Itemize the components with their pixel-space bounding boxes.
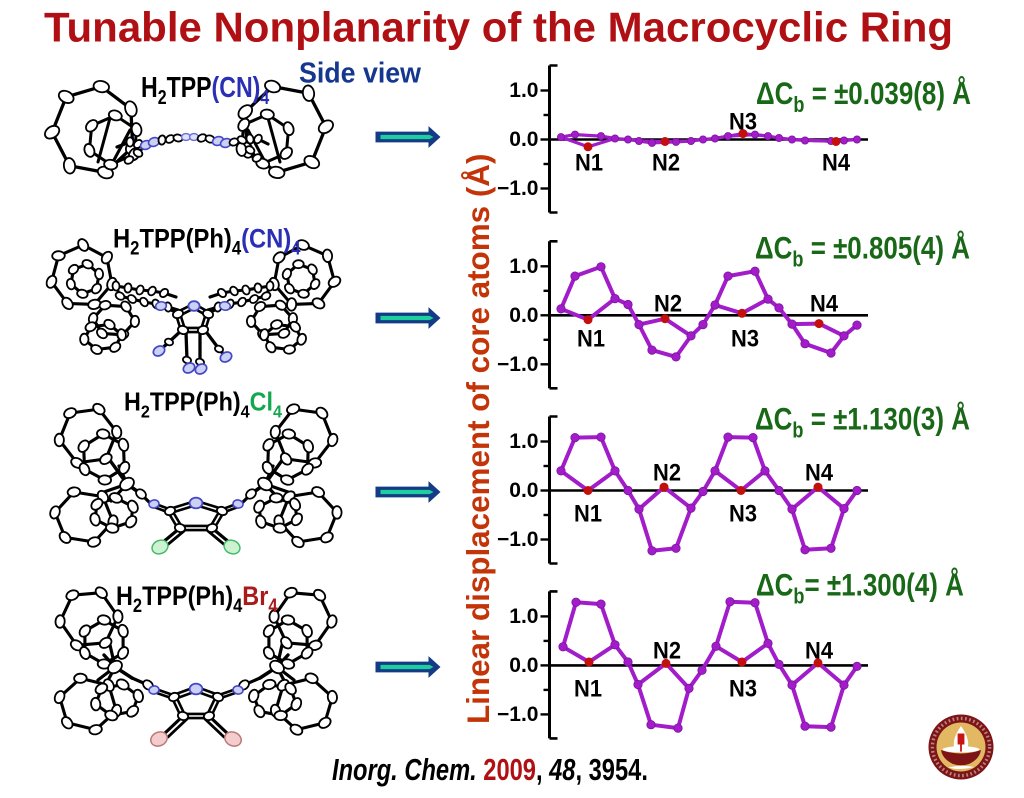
svg-text:0.0: 0.0 — [509, 479, 538, 502]
svg-text:−1.0: −1.0 — [497, 177, 538, 200]
svg-text:ΔCb = ±1.130(3) Å: ΔCb = ±1.130(3) Å — [755, 401, 970, 443]
svg-text:1.0: 1.0 — [509, 430, 538, 453]
svg-text:H2TPP(Ph)4Br4: H2TPP(Ph)4Br4 — [116, 582, 278, 617]
svg-text:N3: N3 — [731, 325, 759, 352]
svg-text:N3: N3 — [729, 675, 757, 702]
svg-text:H2TPP(CN)4: H2TPP(CN)4 — [141, 70, 269, 108]
svg-text:0.0: 0.0 — [509, 654, 538, 677]
svg-text:N3: N3 — [729, 501, 757, 528]
svg-text:N1: N1 — [577, 325, 605, 352]
svg-text:Side view: Side view — [299, 58, 421, 90]
svg-text:N2: N2 — [653, 637, 681, 664]
svg-text:N2: N2 — [652, 150, 680, 177]
svg-text:N1: N1 — [574, 501, 602, 528]
svg-text:ΔCb = ±0.805(4) Å: ΔCb = ±0.805(4) Å — [755, 230, 970, 272]
svg-text:N2: N2 — [653, 460, 681, 487]
svg-text:N3: N3 — [729, 109, 757, 136]
svg-text:1.0: 1.0 — [509, 79, 538, 102]
svg-text:N1: N1 — [575, 150, 603, 177]
svg-text:−1.0: −1.0 — [497, 703, 538, 726]
svg-text:0.0: 0.0 — [509, 128, 538, 151]
svg-text:1.0: 1.0 — [509, 605, 538, 628]
svg-text:Linear displacement of core at: Linear displacement of core atoms (Å) — [461, 154, 496, 724]
svg-text:Inorg. Chem. 2009, 48, 3954.: Inorg. Chem. 2009, 48, 3954. — [332, 752, 648, 787]
svg-text:N2: N2 — [654, 290, 682, 317]
svg-text:N4: N4 — [822, 150, 851, 177]
svg-text:−1.0: −1.0 — [497, 528, 538, 551]
svg-text:H2TPP(Ph)4Cl4: H2TPP(Ph)4Cl4 — [124, 388, 282, 421]
svg-text:N4: N4 — [805, 637, 834, 664]
svg-text:N4: N4 — [810, 290, 839, 317]
svg-text:N1: N1 — [574, 675, 602, 702]
svg-text:0.0: 0.0 — [509, 304, 538, 327]
svg-text:H2TPP(Ph)4(CN)4: H2TPP(Ph)4(CN)4 — [113, 224, 301, 259]
svg-text:−1.0: −1.0 — [497, 353, 538, 376]
svg-text:N4: N4 — [805, 460, 834, 487]
svg-text:ΔCb = ±0.039(8) Å: ΔCb = ±0.039(8) Å — [756, 76, 971, 118]
svg-text:ΔCb= ±1.300(4) Å: ΔCb= ±1.300(4) Å — [756, 567, 964, 609]
svg-text:1.0: 1.0 — [509, 255, 538, 278]
svg-text:Tunable Nonplanarity of the Ma: Tunable Nonplanarity of the Macrocyclic … — [44, 4, 953, 51]
